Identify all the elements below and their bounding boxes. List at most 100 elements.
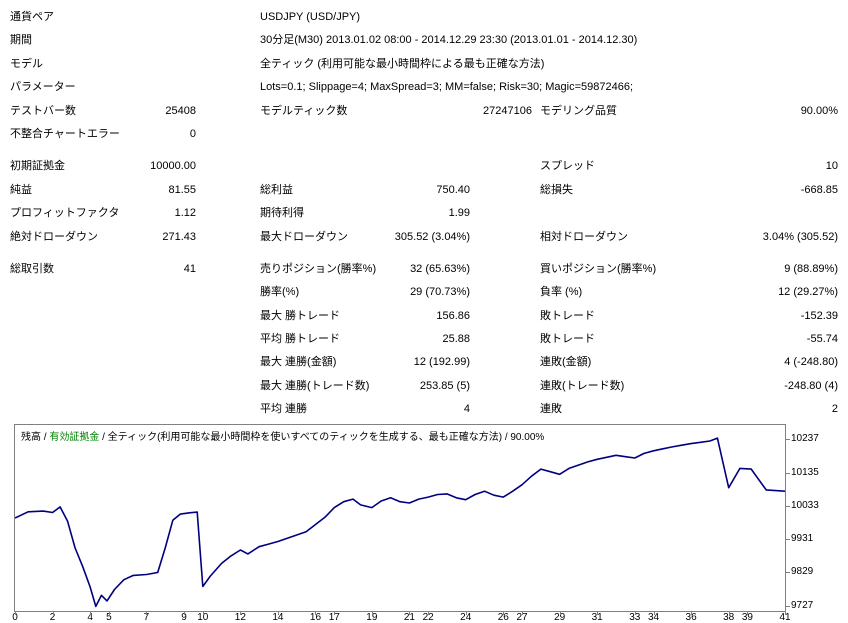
x-axis-tick: [52, 611, 54, 615]
x-axis-tick: [371, 611, 373, 615]
y-axis-tick: [786, 439, 790, 441]
stat-label: 連敗: [540, 403, 562, 416]
x-axis-label: 38: [723, 611, 735, 623]
table-row: 純益 81.55 総利益 750.40 総損失 -668.85: [0, 179, 848, 202]
stat-label: 純益: [10, 183, 32, 196]
y-axis-label: 9829: [791, 566, 814, 578]
stat-value: -248.80 (4): [784, 379, 838, 392]
x-axis-label: 19: [366, 611, 378, 623]
x-axis-tick: [277, 611, 279, 615]
info-label: 通貨ペア: [10, 11, 54, 23]
chart-legend-balance: 残高: [21, 431, 41, 443]
info-value: Lots=0.1; Slippage=4; MaxSpread=3; MM=fa…: [260, 81, 634, 94]
x-axis-label: 12: [234, 611, 246, 623]
stat-label: 最大 連勝(金額): [260, 356, 337, 369]
stat-label: スプレッド: [540, 160, 595, 173]
x-axis-label: 2: [49, 611, 56, 623]
table-row: 最大 勝トレード 156.86 敗トレード -152.39: [0, 305, 848, 328]
x-axis-tick: [202, 611, 204, 615]
table-row: テストバー数 25408 モデルティック数 27247106 モデリング品質 90.00%: [0, 100, 848, 123]
chart-legend-separator: /: [41, 431, 50, 443]
stat-value: 29 (70.73%): [410, 286, 470, 299]
table-row: 期間 30分足(M30) 2013.01.02 08:00 - 2014.12.2…: [0, 29, 848, 52]
stat-label: 総利益: [260, 183, 293, 196]
y-axis-tick: [786, 539, 790, 541]
stat-value: 90.00%: [800, 104, 838, 117]
x-axis-label: 39: [741, 611, 753, 623]
y-axis-tick: [786, 505, 790, 507]
stat-label: 最大 連勝(トレード数): [260, 379, 370, 392]
x-axis-tick: [465, 611, 467, 615]
table-row: 勝率(%) 29 (70.73%) 負率 (%) 12 (29.27%): [0, 281, 848, 304]
table-row: 初期証拠金 10000.00 スプレッド 10: [0, 155, 848, 178]
balance-chart: 残高 / 有効証拠金 / 全ティック(利用可能な最小時間枠を使いすべてのティック…: [0, 423, 848, 623]
stat-label: モデルティック数: [260, 104, 348, 117]
x-axis-label: 29: [554, 611, 566, 623]
stat-value: 0: [189, 127, 196, 140]
y-axis-label: 9931: [791, 533, 814, 545]
x-axis-label: 10: [197, 611, 209, 623]
stat-value: 25.88: [442, 333, 470, 346]
info-value: 全ティック (利用可能な最小時間枠による最も正確な方法): [260, 57, 545, 70]
stat-label: テストバー数: [10, 104, 76, 117]
stat-label: 絶対ドローダウン: [10, 230, 98, 243]
x-axis-label: 16: [309, 611, 322, 623]
table-row: 平均 勝トレード 25.88 敗トレード -55.74: [0, 328, 848, 351]
chart-legend: 残高 / 有効証拠金 / 全ティック(利用可能な最小時間枠を使いすべてのティック…: [21, 428, 544, 443]
stat-value: 32 (65.63%): [410, 262, 470, 275]
x-axis-label: 9: [181, 611, 187, 623]
stat-value: -55.74: [806, 333, 838, 346]
table-row: 最大 連勝(金額) 12 (192.99) 連敗(金額) 4 (-248.80): [0, 351, 848, 374]
stat-value: 41: [183, 262, 196, 275]
x-axis-label: 34: [647, 611, 660, 623]
x-axis-label: 21: [403, 611, 415, 623]
x-axis-tick: [522, 611, 524, 615]
stat-value: 4 (-248.80): [784, 356, 838, 369]
x-axis-tick: [409, 611, 411, 615]
stat-value: 750.40: [436, 183, 470, 196]
x-axis-label: 36: [685, 611, 697, 623]
stat-label: 不整合チャートエラー: [10, 127, 120, 140]
x-axis-label: 17: [328, 611, 340, 623]
table-row: モデル 全ティック (利用可能な最小時間枠による最も正確な方法): [0, 53, 848, 76]
x-axis-tick: [90, 611, 92, 615]
x-axis-tick: [597, 611, 599, 615]
balance-curve: [15, 436, 785, 607]
stat-label: 平均 勝トレード: [260, 333, 341, 346]
stat-value: 81.55: [168, 183, 196, 196]
stat-label: 最大ドローダウン: [260, 230, 348, 243]
y-axis-label: 10135: [791, 466, 819, 478]
x-axis-label: 33: [629, 611, 641, 623]
stat-label: 敗トレード: [540, 309, 595, 322]
x-axis-label: 26: [497, 611, 509, 623]
table-row: 通貨ペア USDJPY (USD/JPY): [0, 6, 848, 29]
x-axis-label: 5: [106, 611, 112, 623]
y-axis-tick: [786, 572, 790, 574]
x-axis-tick: [108, 611, 110, 615]
chart-plot-area: 残高 / 有効証拠金 / 全ティック(利用可能な最小時間枠を使いすべてのティック…: [14, 423, 786, 612]
stat-value: 1.12: [174, 207, 196, 220]
x-axis-tick: [184, 611, 186, 615]
y-axis-label: 10033: [791, 499, 819, 511]
stat-label: 相対ドローダウン: [540, 230, 628, 243]
table-row: 平均 連勝 4 連敗 2: [0, 398, 848, 421]
chart-legend-model: / 全ティック(利用可能な最小時間枠を使いすべてのティックを生成する、最も正確な…: [99, 431, 545, 443]
table-row: 絶対ドローダウン 271.43 最大ドローダウン 305.52 (3.04%) 相対ドロ…: [0, 226, 848, 249]
balance-curve-svg: [15, 436, 785, 607]
table-row: パラメーター Lots=0.1; Slippage=4; MaxSpread=3;…: [0, 76, 848, 99]
stat-value: 27247106: [483, 104, 532, 117]
x-axis-tick: [691, 611, 693, 615]
stat-label: モデリング品質: [540, 104, 617, 117]
info-label: モデル: [10, 57, 43, 70]
stat-value: 253.85 (5): [419, 379, 470, 392]
x-axis-tick: [334, 611, 336, 615]
stat-value: 156.86: [436, 309, 470, 322]
stat-label: 初期証拠金: [10, 160, 65, 173]
y-axis-tick: [786, 472, 790, 474]
report-table: 通貨ペア USDJPY (USD/JPY) 期間 30分足(M30) 2013.01…: [0, 6, 848, 421]
stat-value: 12 (192.99): [413, 356, 470, 369]
stat-label: 買いポジション(勝率%): [540, 262, 657, 275]
y-axis-tick: [786, 605, 790, 607]
x-axis-tick: [240, 611, 242, 615]
